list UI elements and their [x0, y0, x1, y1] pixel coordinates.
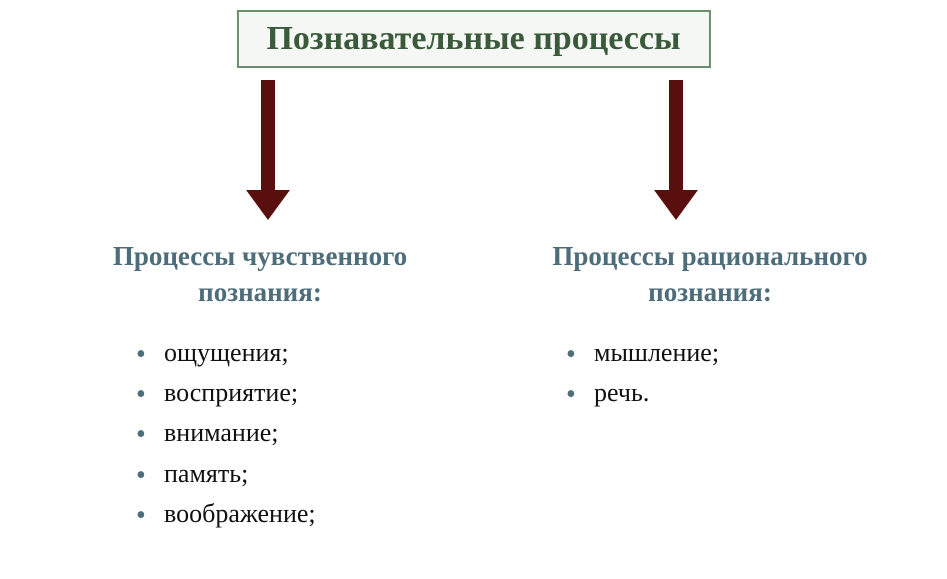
column-sensory: Процессы чувственногопознания: ощущения;… [50, 238, 470, 534]
list-item: речь. [566, 373, 930, 413]
arrow-head [246, 190, 290, 220]
items-list-rational: мышление;речь. [566, 333, 930, 414]
list-item: мышление; [566, 333, 930, 373]
column-heading-rational: Процессы рациональногопознания: [490, 238, 930, 311]
arrow-right [654, 80, 698, 220]
diagram-title: Познавательные процессы [266, 20, 680, 57]
items-list-sensory: ощущения;восприятие;внимание;память;вооб… [136, 333, 470, 534]
list-item: внимание; [136, 413, 470, 453]
column-rational: Процессы рациональногопознания: мышление… [490, 238, 930, 413]
arrow-shaft [669, 80, 683, 190]
list-item: воображение; [136, 494, 470, 534]
arrow-left [246, 80, 290, 220]
list-item: память; [136, 454, 470, 494]
list-item: ощущения; [136, 333, 470, 373]
column-heading-sensory: Процессы чувственногопознания: [50, 238, 470, 311]
title-box: Познавательные процессы [236, 10, 710, 68]
arrow-shaft [261, 80, 275, 190]
list-item: восприятие; [136, 373, 470, 413]
arrow-head [654, 190, 698, 220]
